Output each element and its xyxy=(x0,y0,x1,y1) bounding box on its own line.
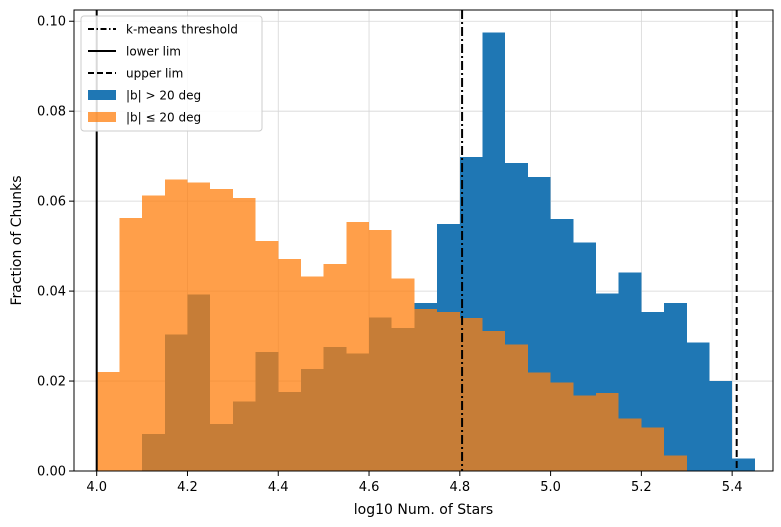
histogram-bar xyxy=(391,278,415,471)
x-tick-label: 4.2 xyxy=(177,480,198,495)
y-axis-label: Fraction of Chunks xyxy=(9,175,25,305)
legend-patch-swatch xyxy=(88,112,116,122)
legend-entry-label: upper lim xyxy=(126,67,183,81)
histogram-bar xyxy=(232,197,256,471)
histogram-bar xyxy=(595,393,619,471)
x-tick-label: 5.0 xyxy=(540,480,561,495)
legend-entry-label: lower lim xyxy=(126,45,181,59)
histogram-bar xyxy=(278,259,301,471)
histogram-bar xyxy=(527,372,551,471)
histogram-bar xyxy=(164,179,188,471)
axis-ticks: 4.0 4.2 4.4 4.6 4.8 5.0 5.2 5.4 0.00 0.02 0.04 0.06… xyxy=(37,15,742,495)
histogram-bar xyxy=(641,427,665,471)
histogram-bar xyxy=(550,382,574,471)
histogram-bar xyxy=(255,241,279,471)
histogram-bar xyxy=(369,229,392,471)
x-axis-label: log10 Num. of Stars xyxy=(354,502,493,518)
histogram-bar xyxy=(323,264,347,471)
histogram-bar xyxy=(414,309,438,471)
legend-entry-label: |b| ≤ 20 deg xyxy=(126,111,201,125)
histogram-bar xyxy=(686,342,710,471)
x-tick-label: 4.4 xyxy=(268,480,289,495)
histogram-bar xyxy=(437,312,460,471)
histogram-bar xyxy=(187,182,211,471)
legend-entry-label: k-means threshold xyxy=(126,23,238,37)
y-tick-label: 0.08 xyxy=(37,105,66,120)
y-tick-label: 0.06 xyxy=(37,195,66,210)
histogram-bar xyxy=(210,189,233,471)
histogram-bar xyxy=(96,372,120,471)
x-tick-label: 4.8 xyxy=(449,480,470,495)
histogram-bar xyxy=(664,455,687,471)
histogram-bars xyxy=(96,32,755,472)
histogram-bar xyxy=(346,221,370,471)
histogram-bar xyxy=(482,331,506,471)
x-tick-label: 4.0 xyxy=(86,480,107,495)
x-tick-label: 5.4 xyxy=(722,480,743,495)
legend-patch-swatch xyxy=(88,90,116,100)
legend-frame xyxy=(80,15,263,132)
histogram-bar xyxy=(300,276,324,471)
plot-frame xyxy=(73,9,774,472)
histogram-bar xyxy=(664,303,687,471)
y-tick-label: 0.10 xyxy=(37,15,66,30)
histogram-bar xyxy=(732,458,755,471)
histogram-bar xyxy=(505,344,528,471)
y-tick-label: 0.02 xyxy=(37,375,66,390)
legend-entry-label: |b| > 20 deg xyxy=(126,89,201,103)
y-tick-label: 0.00 xyxy=(37,465,66,480)
histogram-bar xyxy=(618,418,642,471)
y-tick-label: 0.04 xyxy=(37,285,66,300)
series-low-latitude xyxy=(96,179,687,472)
x-tick-label: 4.6 xyxy=(359,480,380,495)
histogram-bar xyxy=(709,381,733,471)
histogram-bar xyxy=(119,218,143,471)
legend: k-means threshold lower lim upper lim |b| >… xyxy=(80,15,263,132)
histogram-bar xyxy=(459,318,483,471)
histogram-bar xyxy=(142,195,165,472)
x-tick-label: 5.2 xyxy=(631,480,652,495)
histogram-bar xyxy=(573,395,596,471)
